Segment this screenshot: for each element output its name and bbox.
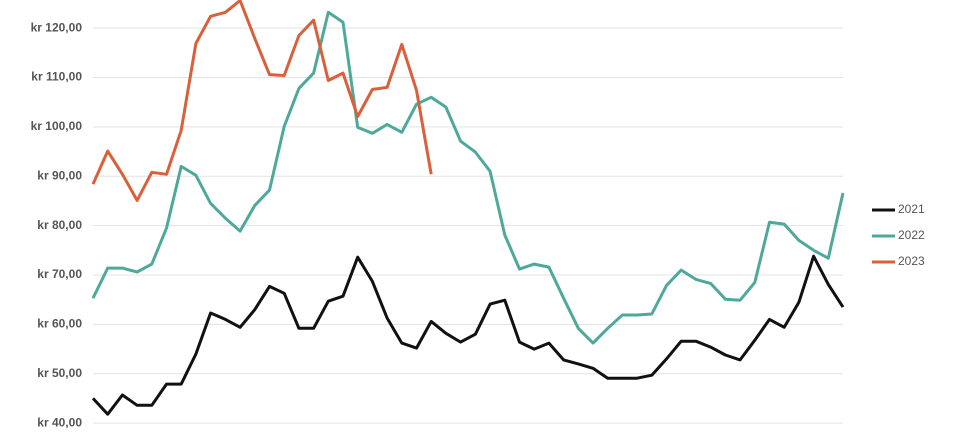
y-tick-label: kr 50,00 bbox=[37, 366, 82, 380]
legend-label: 2023 bbox=[898, 254, 925, 268]
legend-label: 2022 bbox=[898, 228, 925, 242]
y-tick-label: kr 80,00 bbox=[37, 218, 82, 232]
legend-label: 2021 bbox=[898, 202, 925, 216]
y-tick-label: kr 70,00 bbox=[37, 267, 82, 281]
series-line bbox=[91, 10, 845, 345]
y-tick-label: kr 90,00 bbox=[37, 168, 82, 182]
y-tick-label: kr 110,00 bbox=[31, 70, 82, 84]
series-line bbox=[91, 0, 433, 202]
y-tick-label: kr 60,00 bbox=[37, 317, 82, 331]
y-tick-label: kr 100,00 bbox=[31, 119, 83, 133]
y-tick-label: kr 40,00 bbox=[37, 415, 82, 429]
series-line bbox=[91, 254, 845, 416]
y-tick-label: kr 120,00 bbox=[31, 20, 83, 34]
